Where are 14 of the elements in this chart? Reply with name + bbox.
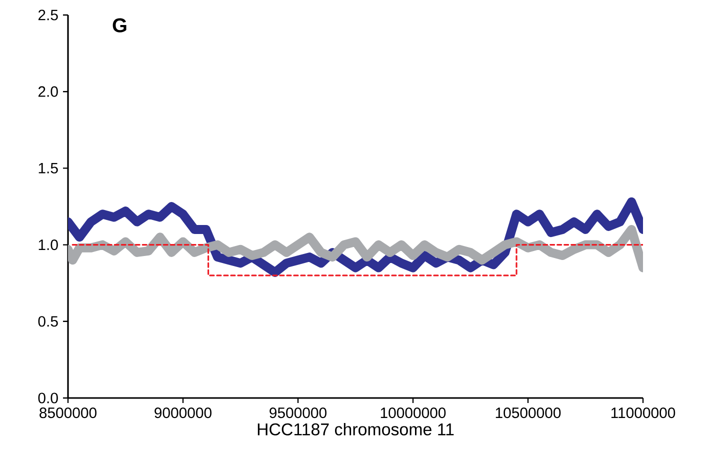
y-tick-label: 1.0 <box>38 240 58 250</box>
x-tick-label: 9000000 <box>154 408 212 418</box>
y-tick-label: 2.5 <box>38 10 58 20</box>
y-tick-label: 2.0 <box>38 86 58 97</box>
x-tick-label: 10000000 <box>380 408 446 418</box>
y-tick-label: 0.5 <box>38 316 58 327</box>
x-axis-title: HCC1187 chromosome 11 <box>258 422 454 436</box>
x-tick-label: 10500000 <box>496 408 561 418</box>
y-tick-label: 0.0 <box>38 392 58 404</box>
y-tick-label: 1.5 <box>38 162 58 174</box>
x-tick-label: 9500000 <box>270 408 326 418</box>
x-tick-label: 8500000 <box>40 408 96 418</box>
chart-title: G <box>112 18 126 32</box>
x-tick-label: 11000000 <box>611 408 676 418</box>
